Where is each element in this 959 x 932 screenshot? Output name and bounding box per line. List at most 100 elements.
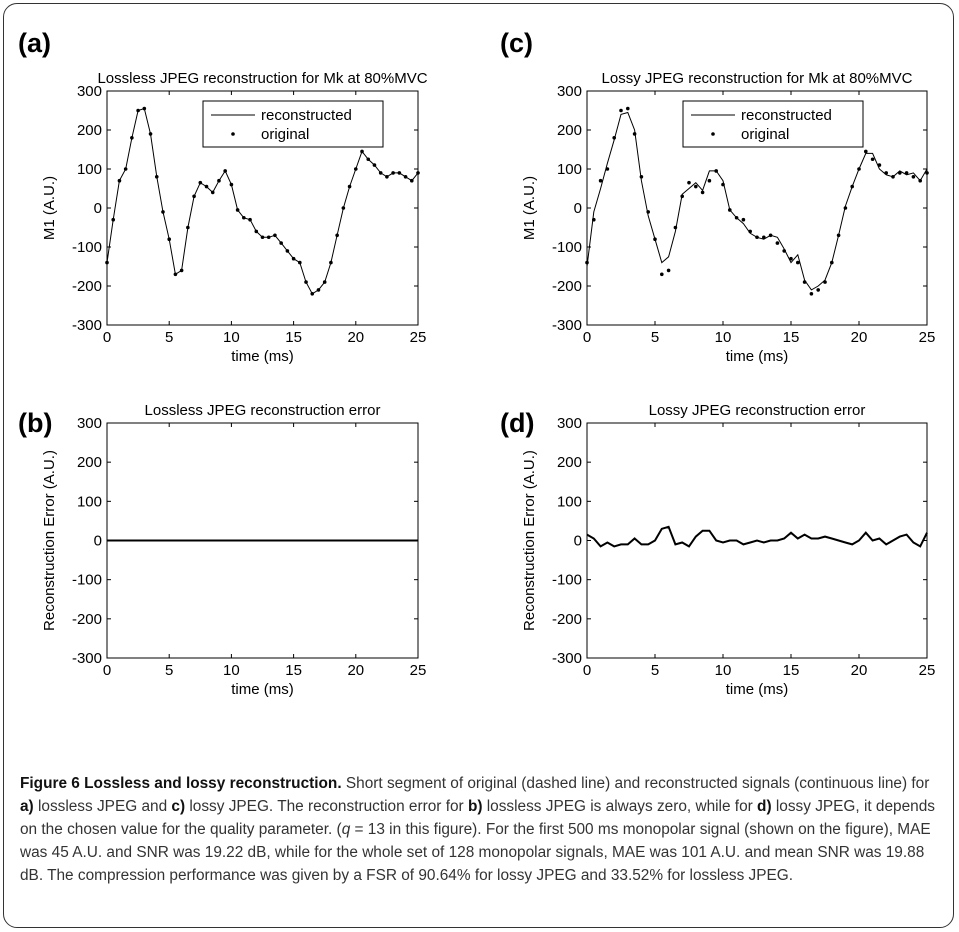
panel-0-data-point [403, 175, 408, 179]
panel-2-ytick-label: -300 [72, 650, 102, 667]
panel-1-ytick-label: -300 [552, 317, 582, 334]
panel-0-data-point [148, 132, 153, 136]
panel-0-data-point [161, 210, 165, 214]
panel-1-data-point [789, 256, 793, 261]
panel-0-data-point [117, 178, 122, 183]
panel-0-data-point [397, 171, 402, 175]
panel-1-data-point [694, 184, 698, 189]
panel-1-data-point [660, 272, 664, 277]
panel-2-xtick-label: 20 [347, 662, 364, 679]
panel-0-legend-original: original [261, 126, 309, 143]
panel-0-data-point [322, 280, 327, 284]
panel-0-data-point [378, 171, 383, 175]
panel-1-data-point [830, 260, 834, 265]
panel-2-label: (b) [18, 408, 52, 438]
panel-3-xtick-label: 25 [919, 662, 936, 679]
panel-1-xtick-label: 0 [583, 329, 591, 346]
panel-0-data-point [291, 256, 296, 261]
panel-1-data-point [605, 167, 610, 171]
panel-0-xlabel: time (ms) [231, 348, 294, 365]
panel-1-data-point [687, 180, 691, 185]
panel-1-data-point [612, 136, 616, 140]
panel-0-ytick-label: 0 [94, 200, 102, 217]
panel-1-xtick-label: 10 [715, 329, 732, 346]
panel-2-xtick-label: 15 [285, 662, 302, 679]
panel-0-data-point [154, 175, 159, 179]
panel-3-xlabel: time (ms) [726, 681, 789, 698]
panel-3-ytick-label: 100 [557, 493, 582, 510]
caption-text-3: lossy JPEG. The reconstruction error for [185, 798, 468, 815]
panel-3-ytick-label: 300 [557, 415, 582, 432]
caption-q-symbol: q [341, 821, 351, 838]
panel-0-data-point [105, 260, 109, 265]
panel-2-xtick-label: 25 [410, 662, 427, 679]
panel-0-data-point [173, 272, 178, 277]
panel-3-ytick-label: -300 [552, 650, 582, 667]
panel-1-legend-reconstructed: reconstructed [741, 107, 832, 124]
panel-1-ytick-label: -100 [552, 239, 582, 256]
panel-0-data-point [341, 206, 346, 210]
panel-0-data-point [329, 260, 333, 265]
panel-0-data-point [198, 180, 203, 185]
panel-1-data-point [870, 157, 875, 162]
panel-0-data-point [391, 171, 395, 175]
panel-1-data-point [857, 167, 861, 171]
panel-0-data-point [130, 136, 134, 140]
panel-0-data-point [210, 190, 215, 195]
panel-0-data-point [192, 194, 196, 199]
figure-caption: Figure 6 Lossless and lossy reconstructi… [20, 772, 945, 887]
panel-1-data-point [666, 268, 671, 273]
panel-0-xtick-label: 15 [285, 329, 302, 346]
panel-0-data-point [266, 235, 271, 240]
panel-0-xtick-label: 0 [103, 329, 111, 346]
panel-0-data-point [335, 233, 339, 238]
panel-3-ylabel: Reconstruction Error (A.U.) [521, 450, 538, 631]
panel-0-data-point [347, 184, 352, 189]
caption-label: Figure 6 [20, 775, 80, 792]
panel-1-data-point [585, 260, 589, 265]
panel-0-data-point [279, 241, 283, 245]
panel-1-ylabel: M1 (A.U.) [521, 176, 538, 240]
panel-0-data-point [310, 292, 315, 296]
panel-0-data-point [204, 184, 209, 189]
panel-2-ylabel: Reconstruction Error (A.U.) [41, 450, 58, 631]
panel-1-data-point [598, 178, 603, 183]
panel-0-data-point [260, 235, 265, 240]
panel-0-xtick-label: 25 [410, 329, 427, 346]
panel-1-data-point [673, 225, 678, 230]
panel-1-data-point [864, 149, 868, 154]
panel-0-title: Lossless JPEG reconstruction for Mk at 8… [97, 70, 427, 87]
panel-0-data-point [354, 167, 358, 171]
panel-1-data-point [734, 215, 739, 220]
panel-1-title: Lossy JPEG reconstruction for Mk at 80%M… [602, 70, 913, 87]
panel-1-data-point [768, 233, 773, 238]
panel-1-data-point [680, 194, 684, 199]
panel-0-data-point [111, 217, 116, 222]
panel-2-ytick-label: 0 [94, 533, 102, 550]
panel-3-ytick-label: 200 [557, 454, 582, 471]
panel-0-data-point [142, 106, 147, 111]
panel-0-ylabel: M1 (A.U.) [41, 176, 58, 240]
panel-1-xtick-label: 20 [851, 329, 868, 346]
panel-1-data-point [748, 229, 752, 234]
caption-ref-d: d) [757, 798, 772, 815]
panel-1-legend-dot-swatch [711, 132, 715, 136]
panel-0-data-point [285, 249, 290, 253]
panel-1-data-point [911, 175, 916, 179]
panel-1-legend-box [682, 100, 864, 148]
panel-1-data-point [884, 171, 888, 175]
panel-2-xlabel: time (ms) [231, 681, 294, 698]
caption-text-1: Short segment of original (dashed line) … [341, 775, 930, 792]
panel-1-data-point [898, 171, 902, 175]
panel-0-data-point [229, 182, 234, 187]
panel-0-data-point [136, 108, 140, 113]
panel-1-data-point [714, 169, 718, 173]
panel-2-xtick-label: 5 [165, 662, 173, 679]
panel-0-data-point [366, 157, 371, 162]
panel-1-data-point [809, 292, 814, 296]
panel-2-ytick-label: -200 [72, 611, 102, 628]
panel-0-data-point [385, 175, 389, 179]
panel-1-data-point [796, 260, 800, 265]
panel-1-data-point [755, 235, 759, 240]
panel-1-data-point [802, 280, 807, 284]
